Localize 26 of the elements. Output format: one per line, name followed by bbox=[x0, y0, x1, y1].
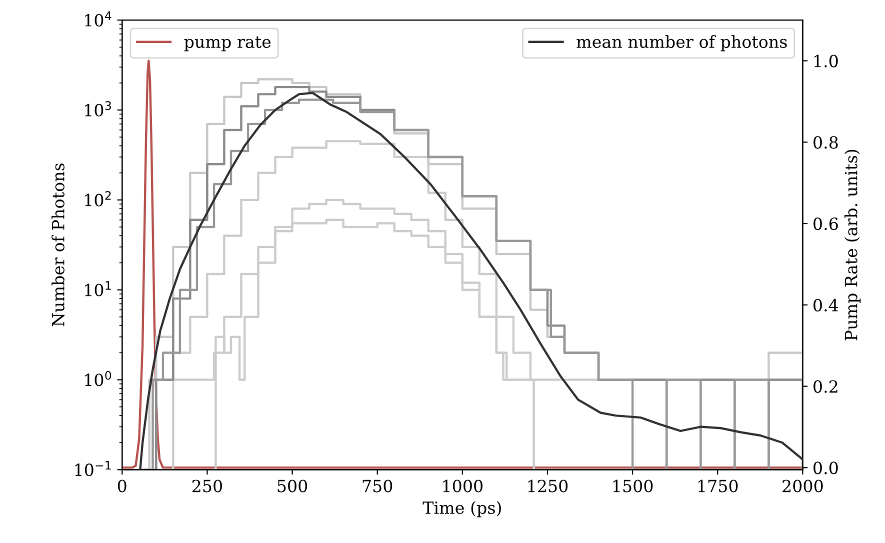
legend-label: pump rate bbox=[184, 36, 271, 52]
x-tick-label: 250 bbox=[192, 480, 222, 492]
y2-tick-label: 0.0 bbox=[814, 462, 838, 474]
y-tick-label: 10$^{1}$ bbox=[85, 281, 111, 296]
x-axis-title: Time (ps) bbox=[422, 501, 501, 518]
y2-tick-label: 0.4 bbox=[814, 298, 838, 312]
y2-tick-label: 1.0 bbox=[814, 54, 838, 68]
x-tick-label: 2000 bbox=[782, 480, 823, 492]
x-tick-label: 1750 bbox=[698, 480, 738, 492]
legend-label: mean number of photons bbox=[576, 35, 787, 52]
y2-axis-title: Pump Rate (arb. units) bbox=[844, 150, 861, 340]
y-tick-label: 10$^{0}$ bbox=[85, 370, 112, 386]
y-tick-label: 10$^{−1}$ bbox=[75, 461, 111, 476]
y-axis-title: Number of Photons bbox=[52, 164, 64, 326]
y-tick-label: 10$^{4}$ bbox=[85, 11, 112, 27]
x-tick-label: 1250 bbox=[528, 480, 568, 492]
x-tick-label: 750 bbox=[362, 480, 392, 492]
y-tick-label: 10$^{2}$ bbox=[85, 191, 111, 206]
x-tick-label: 1000 bbox=[443, 480, 483, 492]
x-tick-label: 1500 bbox=[613, 480, 653, 492]
y2-tick-label: 0.8 bbox=[814, 136, 838, 149]
y2-tick-label: 0.6 bbox=[814, 217, 838, 230]
y-tick-label: 10$^{3}$ bbox=[85, 101, 111, 116]
y2-tick-label: 0.2 bbox=[814, 380, 838, 393]
x-tick-label: 0 bbox=[118, 480, 126, 492]
x-tick-label: 500 bbox=[278, 480, 308, 492]
